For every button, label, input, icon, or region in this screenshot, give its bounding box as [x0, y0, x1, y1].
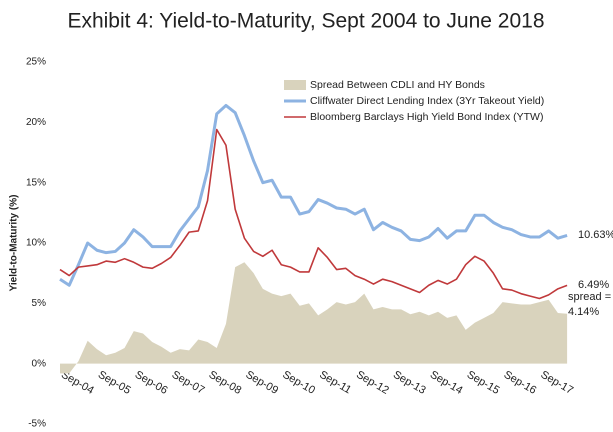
y-tick-label: -5% — [28, 419, 46, 430]
end-label: spread = 4.14% — [568, 290, 612, 318]
legend-label: Spread Between CDLI and HY Bonds — [310, 79, 485, 91]
x-tick-label: Sep-11 — [317, 369, 353, 397]
x-tick-label: Sep-08 — [207, 369, 244, 397]
y-tick-label: 10% — [26, 238, 46, 249]
legend-swatch — [284, 80, 306, 90]
series-line — [59, 128, 568, 300]
x-tick-label: Sep-05 — [96, 369, 133, 397]
y-tick-label: 15% — [26, 177, 46, 188]
x-tick-label: Sep-13 — [391, 369, 428, 397]
y-tick-label: 25% — [26, 57, 46, 68]
y-tick-label: 0% — [32, 358, 47, 369]
y-tick-label: 20% — [26, 117, 46, 128]
x-tick-label: Sep-12 — [354, 369, 391, 397]
chart-title: Exhibit 4: Yield-to-Maturity, Sept 2004 … — [67, 10, 544, 33]
end-label: 6.49% — [578, 279, 610, 292]
legend-label: Cliffwater Direct Lending Index (3Yr Tak… — [310, 95, 544, 107]
x-tick-label: Sep-06 — [133, 369, 170, 397]
x-tick-label: Sep-10 — [280, 369, 317, 397]
x-tick-label: Sep-16 — [502, 369, 539, 397]
x-tick-label: Sep-07 — [170, 369, 207, 397]
x-tick-label: Sep-14 — [428, 369, 465, 397]
x-tick-label: Sep-15 — [465, 369, 502, 397]
y-axis-label: Yield-to-Maturity (%) — [9, 195, 20, 292]
legend-label: Bloomberg Barclays High Yield Bond Index… — [310, 111, 543, 123]
x-tick-label: Sep-09 — [243, 369, 280, 397]
end-label: 10.63% — [578, 229, 613, 242]
x-tick-label: Sep-17 — [538, 369, 575, 397]
series-line — [59, 103, 568, 287]
spread-area — [60, 262, 568, 374]
y-tick-label: 5% — [32, 298, 47, 309]
